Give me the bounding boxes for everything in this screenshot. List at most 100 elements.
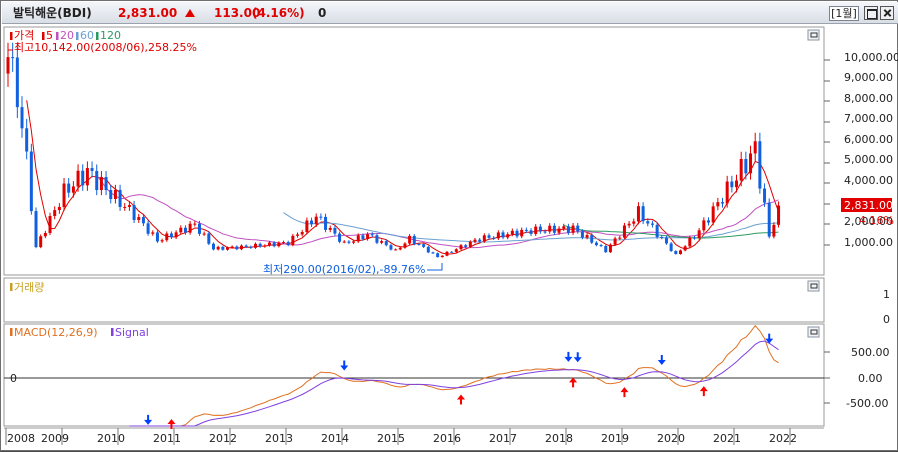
volume-value: 0 [318, 6, 327, 20]
year-label: 2013 [265, 432, 293, 445]
candle-up [85, 168, 89, 186]
legend-ma5-swatch [42, 32, 45, 40]
candle-up [71, 186, 75, 193]
candle-up [277, 242, 281, 247]
candle-down [641, 206, 645, 222]
legend-price-swatch [10, 32, 13, 40]
candle-up [356, 235, 360, 242]
candle-up [482, 235, 486, 242]
last-price-tag [841, 198, 892, 212]
macd-tick: 0.00 [858, 372, 883, 385]
year-label: 2022 [769, 432, 797, 445]
year-label: 2019 [601, 432, 629, 445]
candle-down [721, 202, 725, 204]
candle-up [702, 220, 706, 231]
candle-up [225, 247, 229, 250]
legend-macd-swatch [10, 328, 13, 336]
year-label: 2008 [7, 432, 35, 445]
candle-up [39, 236, 43, 248]
candle-up [6, 57, 10, 74]
legend-price: 가격 [14, 29, 34, 42]
candle-down [15, 57, 19, 108]
candle-down [436, 253, 440, 258]
volume-tick: 0 [883, 313, 890, 326]
price-tick: 10,000.00 [844, 51, 898, 64]
year-label: 2015 [377, 432, 405, 445]
candle-up [394, 249, 398, 251]
legend-ma20-swatch [56, 32, 59, 40]
volume-panel [3, 277, 825, 323]
high-marker-arrow-icon [7, 49, 13, 55]
sell-arrow-icon [657, 355, 666, 366]
candle-down [132, 205, 136, 220]
legend-signal: Signal [115, 326, 149, 339]
candle-up [632, 221, 636, 224]
candle-down [655, 224, 659, 237]
candle-down [146, 223, 150, 234]
buy-arrow-icon [699, 386, 708, 397]
candle-down [426, 246, 430, 253]
candle-down [538, 226, 542, 232]
buy-arrow-icon [569, 377, 578, 388]
candle-up [562, 226, 566, 229]
candle-up [548, 225, 552, 232]
candle-up [48, 215, 52, 233]
year-label: 2021 [713, 432, 741, 445]
candle-up [230, 246, 234, 248]
sell-arrow-icon [564, 351, 573, 362]
legend-ma120-swatch [96, 32, 99, 40]
legend-signal-swatch [111, 328, 114, 336]
year-label: 2016 [433, 432, 461, 445]
candle-up [716, 202, 720, 207]
candle-down [417, 244, 421, 246]
candle-down [370, 234, 374, 236]
sell-arrow-icon [340, 360, 349, 371]
panel-maximize-button [807, 29, 820, 41]
period-selector[interactable]: [1월] [829, 6, 859, 21]
price-tick: 9,000.00 [844, 71, 893, 84]
candle-down [197, 223, 201, 234]
candle-up [314, 216, 318, 225]
candle-down [361, 235, 365, 239]
candle-up [613, 238, 617, 245]
candle-up [678, 250, 682, 255]
candle-down [524, 229, 528, 231]
candle-up [772, 224, 776, 237]
candle-up [53, 210, 57, 216]
candle-up [753, 141, 757, 154]
maximize-icon [810, 32, 818, 38]
candle-up [62, 183, 66, 207]
candle-down [81, 170, 85, 186]
candle-up [113, 189, 117, 199]
candle-up [137, 217, 141, 220]
candle-up [557, 228, 561, 233]
close-button[interactable] [880, 6, 894, 20]
candle-down [566, 226, 570, 233]
price-tick: 2,000.00 [844, 215, 893, 228]
candle-down [244, 245, 248, 247]
high-note: 최고10,142.00(2008/06),258.25% [14, 41, 197, 54]
volume-tick: 1 [883, 288, 890, 301]
candle-up [165, 233, 169, 241]
candle-up [735, 180, 739, 188]
candle-up [739, 158, 743, 181]
legend-ma20: 20 [60, 29, 74, 42]
candle-up [711, 206, 715, 223]
year-label: 2010 [97, 432, 125, 445]
candle-up [202, 233, 206, 235]
candle-down [347, 241, 351, 243]
price-tick: 4,000.00 [844, 174, 893, 187]
candle-up [725, 181, 729, 204]
candle-up [291, 235, 295, 246]
maximize-button[interactable] [864, 6, 878, 20]
candle-down [90, 168, 94, 171]
candle-up [520, 229, 524, 237]
candle-up [366, 234, 370, 239]
candle-down [324, 216, 328, 230]
candle-down [29, 151, 33, 212]
candle-up [571, 225, 575, 233]
candle-down [450, 251, 454, 253]
candle-up [697, 230, 701, 238]
candle-down [515, 230, 519, 237]
